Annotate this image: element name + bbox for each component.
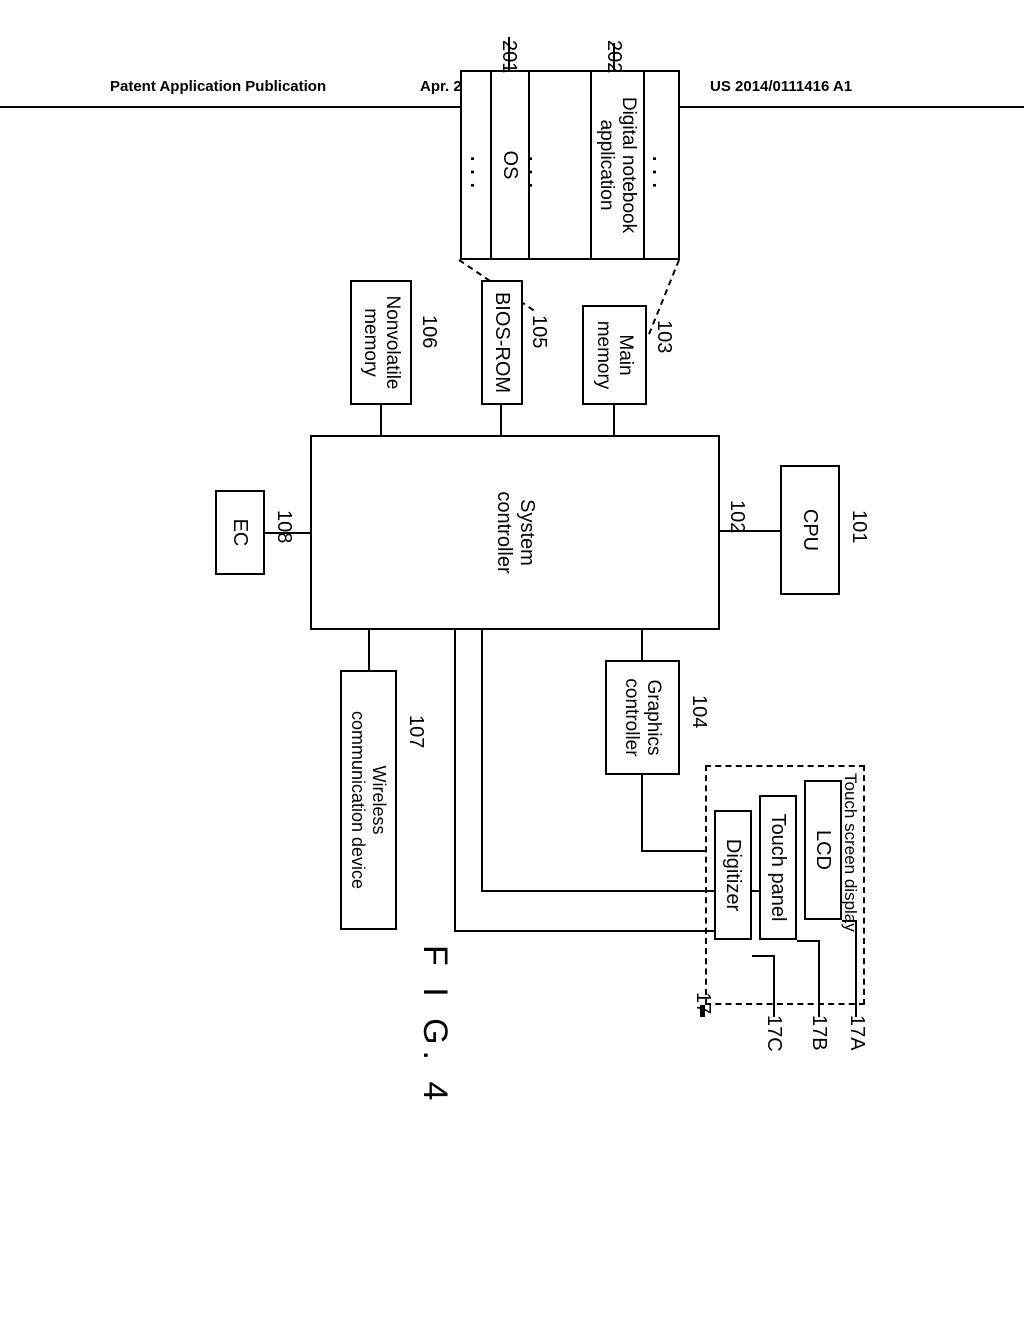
ref-line — [855, 920, 857, 1005]
ref-105: 105 — [527, 315, 550, 348]
ref-line — [797, 940, 820, 942]
graphics-box: Graphicscontroller — [605, 660, 680, 775]
system-controller-box: Systemcontroller — [310, 435, 720, 630]
ref-line — [773, 955, 775, 1005]
lcd-box: LCD — [804, 780, 842, 920]
conn-line — [613, 405, 615, 435]
digital-notebook-box: Digital notebookapplication — [590, 70, 645, 260]
ref-108: 108 — [272, 510, 295, 543]
block-diagram: ··· ··· ··· Digital notebookapplication … — [70, 210, 810, 830]
nonvolatile-box: Nonvolatilememory — [350, 280, 412, 405]
ref-106: 106 — [417, 315, 440, 348]
touch-panel-box: Touch panel — [759, 795, 797, 940]
conn-line — [454, 630, 456, 932]
ref-17a: 17A — [845, 1015, 868, 1051]
ref-line — [818, 1005, 820, 1017]
digitizer-box: Digitizer — [714, 810, 752, 940]
conn-line — [380, 405, 382, 435]
header-right: US 2014/0111416 A1 — [710, 78, 852, 95]
conn-line — [641, 775, 643, 850]
conn-line — [481, 630, 483, 892]
main-memory-box: Mainmemory — [582, 305, 647, 405]
conn-line — [641, 630, 643, 660]
ref-line — [613, 43, 615, 70]
conn-line — [500, 405, 502, 435]
bios-box: BIOS-ROM — [481, 280, 523, 405]
conn-line — [454, 930, 714, 932]
ref-line — [508, 37, 510, 70]
ref-17b: 17B — [807, 1015, 830, 1051]
ref-line — [773, 1005, 775, 1017]
ref-101: 101 — [847, 510, 870, 543]
ref-104: 104 — [687, 695, 710, 728]
conn-line — [265, 532, 310, 534]
os-box: OS — [490, 70, 530, 260]
ref-line — [818, 940, 820, 1005]
figure-label: F I G. 4 — [415, 945, 454, 1106]
ref-102: 102 — [725, 500, 748, 533]
ref-107: 107 — [404, 715, 427, 748]
dots: ··· — [458, 154, 490, 194]
wireless-box: Wirelesscommunication device — [340, 670, 397, 930]
conn-line — [368, 630, 370, 670]
ref-103: 103 — [652, 320, 675, 353]
ref-line — [855, 1005, 857, 1017]
ref-line — [752, 955, 775, 957]
ec-box: EC — [215, 490, 265, 575]
ref-line — [842, 920, 857, 922]
ref-line — [700, 1005, 705, 1017]
header-left: Patent Application Publication — [110, 78, 326, 95]
ref-17c: 17C — [762, 1015, 785, 1052]
cpu-box: CPU — [780, 465, 840, 595]
